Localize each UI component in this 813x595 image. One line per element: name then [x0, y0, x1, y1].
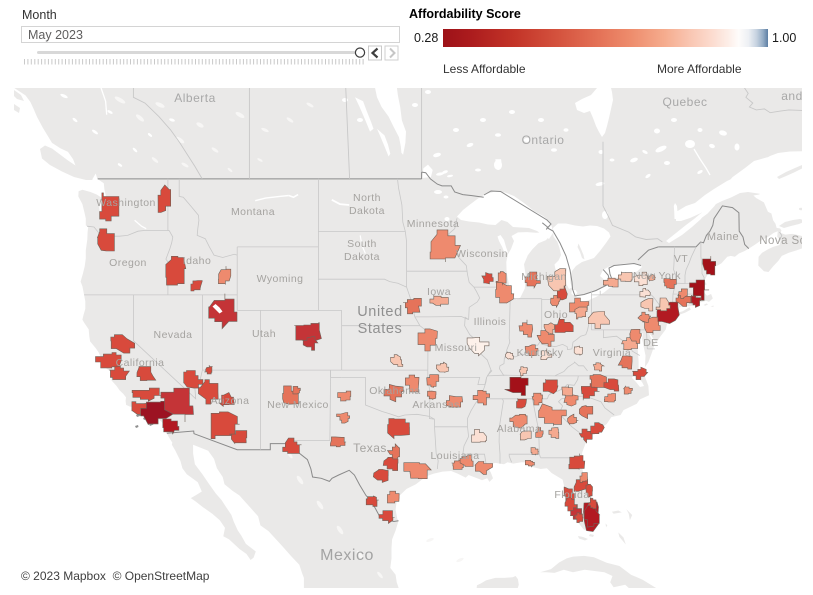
svg-text:Quebec: Quebec — [662, 95, 707, 109]
svg-text:Idaho: Idaho — [183, 255, 212, 267]
svg-text:Arizona: Arizona — [211, 395, 250, 407]
svg-text:Arkansas: Arkansas — [412, 399, 459, 411]
svg-text:New York: New York — [633, 270, 681, 282]
svg-text:Dakota: Dakota — [349, 205, 385, 217]
svg-text:South: South — [347, 238, 377, 250]
svg-text:Nevada: Nevada — [154, 329, 193, 341]
svg-text:United: United — [357, 304, 403, 320]
svg-text:Washington: Washington — [96, 197, 156, 209]
svg-text:Alabama: Alabama — [497, 423, 542, 435]
svg-text:Dakota: Dakota — [344, 251, 380, 263]
svg-text:New Mexico: New Mexico — [267, 399, 329, 411]
svg-text:Wyoming: Wyoming — [257, 273, 304, 285]
svg-text:Louisiana: Louisiana — [430, 450, 479, 462]
svg-text:Virginia: Virginia — [593, 347, 631, 359]
svg-text:Ontario: Ontario — [522, 133, 565, 147]
svg-text:North: North — [353, 192, 381, 204]
svg-text:Oregon: Oregon — [109, 257, 147, 269]
svg-text:Oklahoma: Oklahoma — [369, 385, 420, 397]
svg-text:States: States — [358, 321, 403, 337]
svg-text:Utah: Utah — [252, 328, 276, 340]
svg-text:VT: VT — [674, 253, 688, 265]
svg-text:Florida: Florida — [554, 489, 589, 501]
svg-text:Alberta: Alberta — [174, 91, 216, 105]
svg-text:DE: DE — [643, 337, 659, 349]
svg-text:Texas: Texas — [353, 441, 387, 455]
svg-text:Missouri: Missouri — [435, 342, 478, 354]
svg-text:Wisconsin: Wisconsin — [456, 248, 508, 260]
svg-text:California: California — [116, 357, 165, 369]
svg-text:Minnesota: Minnesota — [407, 218, 460, 230]
svg-text:Mexico: Mexico — [320, 547, 374, 564]
svg-text:Ohio: Ohio — [544, 309, 568, 321]
svg-text:Kentucky: Kentucky — [517, 347, 564, 359]
svg-text:and: and — [781, 89, 802, 103]
svg-text:Maine: Maine — [707, 231, 739, 243]
svg-text:Iowa: Iowa — [427, 286, 451, 298]
svg-text:Nova Sco: Nova Sco — [759, 235, 802, 247]
svg-text:Michigan: Michigan — [521, 271, 567, 283]
svg-text:Illinois: Illinois — [474, 316, 507, 328]
svg-text:Montana: Montana — [231, 206, 275, 218]
